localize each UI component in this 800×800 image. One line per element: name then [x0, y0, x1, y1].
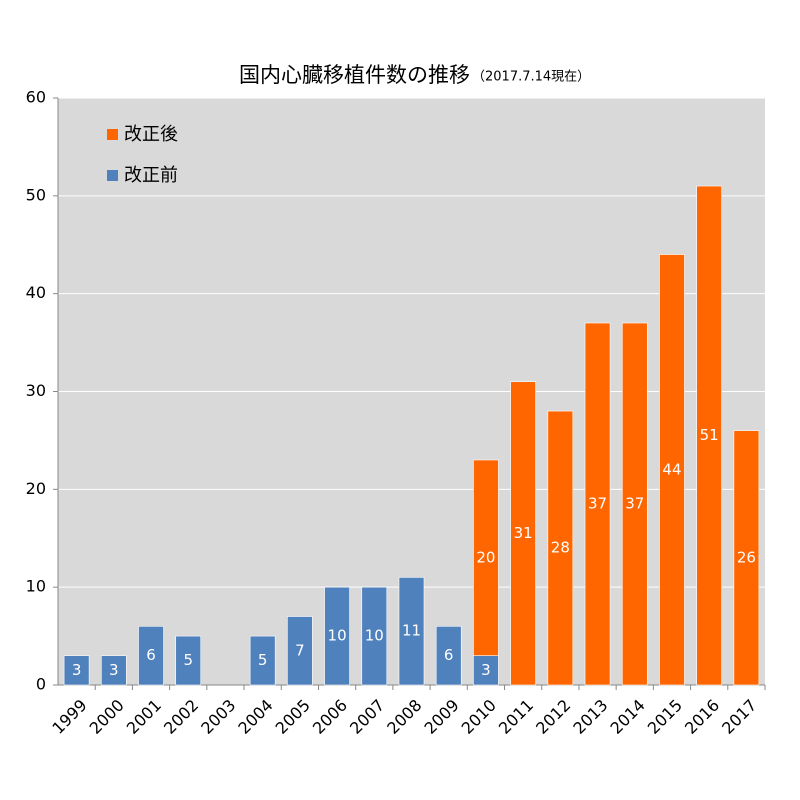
- x-tick-label: 2015: [644, 696, 686, 738]
- x-tick-label: 1999: [48, 696, 90, 738]
- data-label: 3: [481, 661, 491, 679]
- bar: [63, 655, 90, 686]
- data-label: 6: [146, 646, 156, 664]
- x-tick-label: 2008: [383, 696, 425, 738]
- y-tick-label: 20: [26, 479, 46, 498]
- data-label: 44: [662, 460, 681, 478]
- y-tick-label: 0: [36, 675, 46, 694]
- bar: [398, 577, 425, 686]
- x-tick-label: 2010: [458, 696, 500, 738]
- y-tick-label: 30: [26, 381, 46, 400]
- bar: [287, 616, 313, 686]
- data-label: 7: [295, 641, 305, 659]
- data-label: 6: [444, 646, 454, 664]
- y-tick-label: 10: [26, 577, 46, 596]
- data-label: 28: [551, 539, 570, 557]
- bar: [547, 410, 574, 686]
- data-label: 5: [183, 651, 193, 669]
- y-tick-label: 40: [26, 283, 46, 302]
- data-label: 26: [737, 548, 756, 566]
- bar: [584, 322, 611, 686]
- x-tick-label: 2014: [607, 696, 649, 738]
- chart-title: 国内心臓移植件数の推移: [239, 63, 470, 87]
- bar: [733, 430, 760, 686]
- data-label: 37: [625, 495, 644, 513]
- bar: [324, 586, 350, 686]
- x-tick-label: 2007: [346, 696, 388, 738]
- bar: [659, 254, 685, 686]
- y-tick-label: 50: [26, 185, 46, 204]
- data-label: 3: [109, 661, 119, 679]
- x-tick-label: 2013: [569, 696, 611, 738]
- bar: [175, 635, 202, 686]
- data-label: 31: [514, 524, 533, 542]
- data-label: 37: [588, 495, 607, 513]
- data-label: 20: [476, 548, 495, 566]
- legend-swatch: [107, 170, 118, 181]
- bar: [621, 322, 648, 686]
- legend-swatch: [107, 129, 118, 140]
- x-tick-label: 2004: [234, 696, 276, 738]
- y-tick-label: 60: [26, 88, 46, 107]
- data-label: 3: [72, 661, 82, 679]
- data-label: 51: [700, 426, 719, 444]
- data-label: 5: [258, 651, 268, 669]
- legend-label: 改正前: [124, 165, 178, 186]
- bar: [510, 381, 536, 686]
- x-tick-label: 2012: [532, 696, 574, 738]
- x-tick-label: 2001: [123, 696, 165, 738]
- bar: [361, 586, 388, 686]
- x-tick-label: 2006: [309, 696, 351, 738]
- data-label: 10: [328, 627, 347, 645]
- bar: [473, 655, 499, 686]
- x-tick-label: 2011: [495, 696, 537, 738]
- bar: [249, 635, 276, 686]
- bar: [696, 185, 722, 686]
- x-tick-label: 2009: [420, 696, 462, 738]
- x-tick-label: 2002: [160, 696, 202, 738]
- x-tick-label: 2000: [86, 696, 128, 738]
- legend-label: 改正後: [124, 124, 178, 145]
- bar: [473, 459, 499, 656]
- chart-subtitle: （2017.7.14現在）: [472, 70, 590, 85]
- data-label: 10: [365, 627, 384, 645]
- x-tick-label: 2016: [681, 696, 723, 738]
- bar: [435, 625, 462, 686]
- x-tick-label: 2003: [197, 696, 239, 738]
- bar: [138, 625, 164, 686]
- x-tick-label: 2005: [272, 696, 314, 738]
- data-label: 11: [402, 622, 421, 640]
- bar: [101, 655, 127, 686]
- x-tick-label: 2017: [718, 696, 760, 738]
